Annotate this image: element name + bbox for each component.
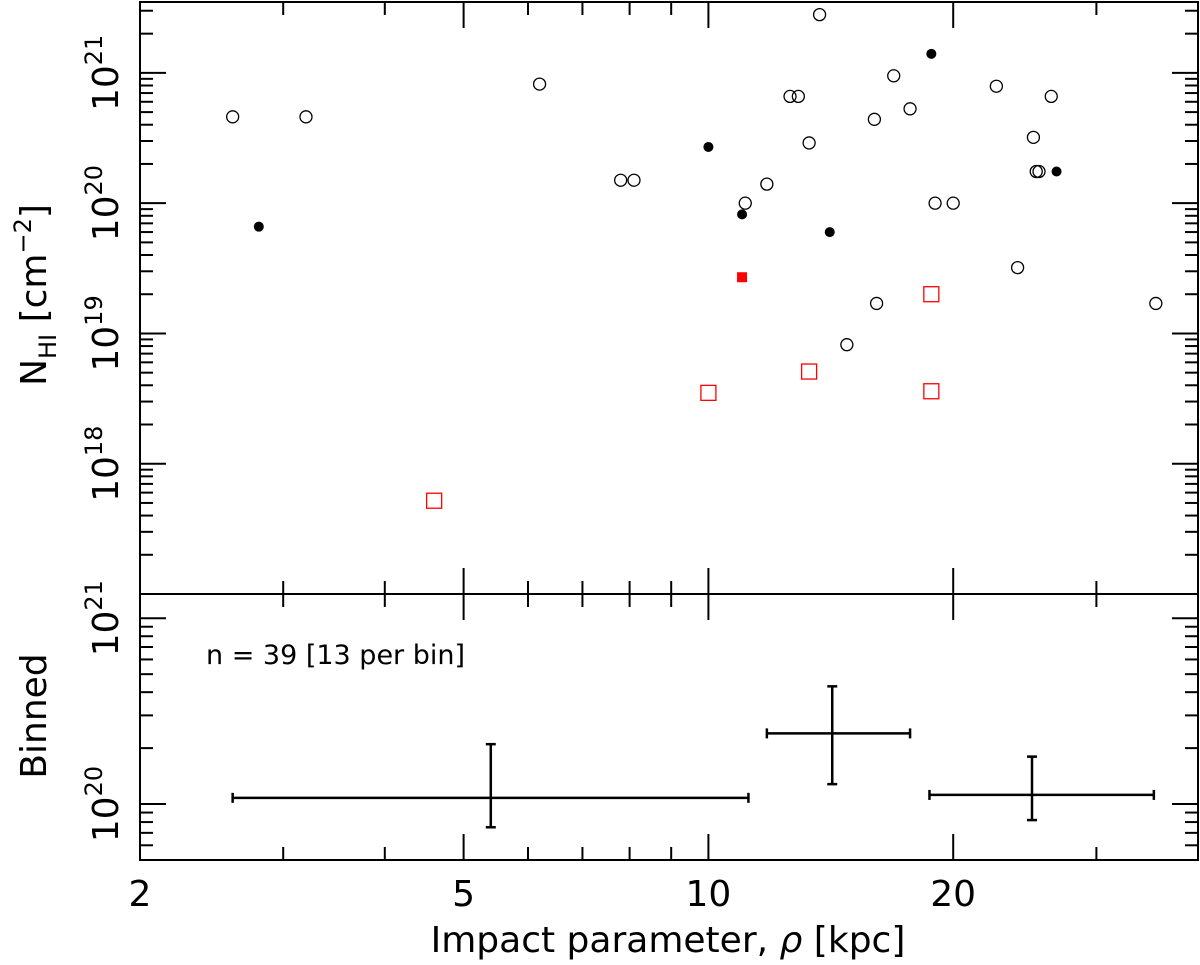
data-point-open-circle: [760, 177, 774, 191]
data-point-open-circle: [627, 173, 641, 187]
data-point-open-circle: [783, 89, 797, 104]
data-point-open-square: [923, 383, 940, 400]
data-point-open-circle: [869, 296, 884, 311]
data-point-open-square: [800, 363, 818, 380]
bottom-panel-annotation: n = 39 [13 per bin]: [206, 640, 465, 671]
data-point-open-circle: [738, 196, 752, 210]
data-point-filled-circle: [253, 221, 264, 232]
data-point-open-circle: [812, 7, 827, 22]
data-point-open-circle: [1029, 164, 1043, 179]
data-point-open-circle: [791, 89, 805, 104]
x-tick-label: 20: [930, 874, 976, 915]
data-point-open-circle: [614, 173, 628, 187]
data-point-filled-circle: [1051, 166, 1062, 177]
binned-errorbar: [928, 755, 1156, 822]
data-point-open-circle: [802, 136, 816, 150]
data-point-open-square: [426, 492, 443, 509]
data-point-filled-circle: [703, 141, 714, 152]
binned-errorbar: [231, 742, 750, 829]
data-point-open-circle: [532, 77, 547, 91]
y-tick-label: 1021: [80, 35, 127, 111]
top-panel-frame: [139, 1, 1199, 595]
data-point-open-circle: [867, 112, 882, 126]
data-point-filled-circle: [926, 48, 937, 59]
data-point-open-square: [700, 384, 717, 401]
data-point-open-circle: [1149, 296, 1163, 311]
y-tick-label: 1020: [80, 766, 127, 842]
data-point-open-circle: [1026, 130, 1041, 144]
data-marks: [226, 7, 1163, 829]
x-tick-label: 2: [129, 874, 152, 915]
data-point-filled-square: [737, 272, 748, 283]
data-point-open-circle: [840, 338, 854, 352]
x-tick-label: 10: [685, 874, 731, 915]
x-tick-label: 5: [452, 874, 475, 915]
top-y-axis-label: NHI [cm−2]: [9, 204, 62, 386]
data-point-open-circle: [299, 110, 313, 124]
x-axis-label: Impact parameter, ρ [kpc]: [431, 920, 906, 961]
plot-frame: [139, 1, 1199, 861]
data-point-open-circle: [1044, 89, 1058, 104]
y-tick-label: 1021: [80, 580, 127, 656]
bottom-panel-frame: [139, 593, 1199, 861]
data-point-open-circle: [903, 102, 917, 116]
y-tick-label: 1020: [80, 165, 127, 241]
data-point-open-circle: [946, 196, 960, 210]
data-point-filled-circle: [737, 209, 748, 220]
data-point-open-circle: [1032, 164, 1046, 179]
data-point-open-circle: [226, 110, 240, 124]
axis-ticks: [140, 2, 1199, 861]
y-tick-label: 1018: [80, 426, 127, 502]
data-point-open-circle: [989, 79, 1004, 93]
data-point-filled-circle: [824, 227, 835, 238]
binned-errorbar: [765, 685, 912, 786]
data-point-open-circle: [928, 196, 942, 210]
bottom-y-axis-label: Binned: [14, 653, 55, 778]
y-tick-label: 1019: [80, 295, 127, 371]
data-point-open-circle: [887, 69, 901, 83]
data-point-open-square: [923, 286, 940, 303]
data-point-open-circle: [1010, 260, 1025, 275]
